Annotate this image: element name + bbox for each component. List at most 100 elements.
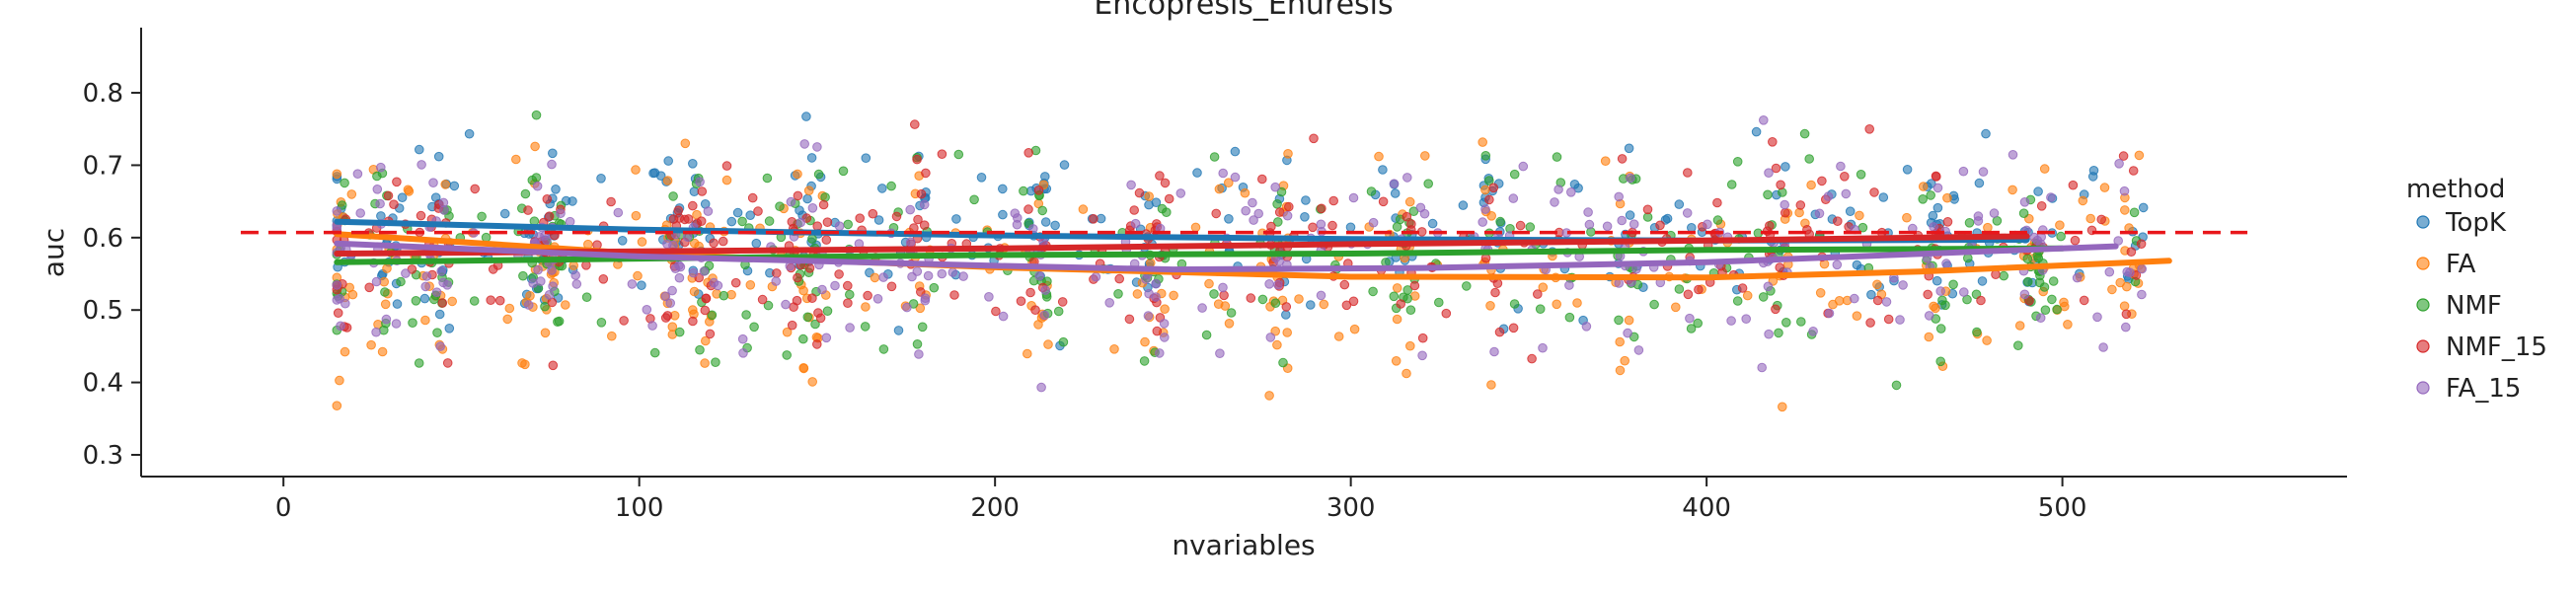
data-point	[1918, 182, 1929, 191]
data-point	[891, 211, 902, 222]
data-point	[1686, 324, 1697, 333]
data-point	[1160, 178, 1171, 188]
data-point	[414, 358, 424, 368]
data-point	[1109, 344, 1119, 354]
data-point	[2085, 213, 2095, 224]
data-point	[1025, 287, 1035, 298]
data-point	[1778, 402, 1787, 412]
data-point	[1535, 304, 1546, 315]
data-point	[1405, 340, 1415, 351]
data-point	[532, 181, 543, 191]
data-point	[1941, 259, 1951, 268]
data-point	[807, 377, 818, 387]
data-point	[1486, 211, 1496, 221]
x-tick-label: 500	[2038, 493, 2087, 523]
y-axis-label: auc	[38, 228, 70, 277]
data-point	[937, 149, 947, 159]
data-point	[699, 266, 710, 276]
data-point	[1685, 313, 1695, 324]
data-point	[1033, 185, 1044, 195]
data-point	[1763, 189, 1773, 200]
data-point	[1016, 296, 1026, 307]
data-point	[1978, 167, 1989, 177]
data-point	[377, 346, 388, 357]
data-point	[1929, 222, 1938, 232]
data-point	[1197, 303, 1207, 313]
data-point	[397, 192, 408, 202]
data-point	[834, 269, 844, 279]
data-point	[366, 339, 376, 350]
data-point	[1224, 214, 1234, 224]
data-point	[757, 294, 768, 305]
data-point	[1726, 180, 1737, 189]
data-point	[596, 318, 607, 328]
data-point	[807, 234, 817, 244]
data-point	[1683, 168, 1693, 178]
data-point	[916, 287, 926, 297]
data-point	[416, 210, 426, 221]
data-point	[502, 314, 513, 325]
data-point	[747, 192, 758, 203]
data-point	[726, 216, 737, 227]
data-point	[1572, 298, 1582, 308]
data-point	[1273, 279, 1283, 290]
data-point	[1850, 293, 1859, 304]
data-point	[2023, 276, 2033, 287]
data-point	[523, 300, 534, 310]
data-point	[1494, 327, 1505, 337]
data-point	[568, 196, 577, 206]
data-point	[1741, 314, 1751, 325]
data-point	[2024, 296, 2034, 306]
data-point	[520, 188, 531, 199]
data-point	[332, 206, 342, 216]
data-point	[902, 302, 912, 313]
data-point	[1389, 291, 1400, 302]
data-point	[670, 263, 681, 274]
data-point	[1204, 278, 1214, 289]
data-point	[749, 322, 759, 333]
data-point	[1462, 281, 1472, 291]
data-point	[806, 153, 817, 163]
data-point	[2068, 180, 2079, 190]
data-point	[1010, 208, 1021, 218]
data-point	[775, 201, 785, 211]
data-point	[1771, 163, 1781, 174]
data-point	[1758, 292, 1769, 302]
data-point	[1763, 281, 1774, 292]
data-point	[1564, 312, 1575, 323]
data-point	[548, 148, 558, 159]
data-point	[861, 302, 871, 312]
data-point	[444, 324, 455, 333]
data-point	[392, 177, 402, 187]
data-point	[793, 190, 803, 201]
data-point	[907, 271, 917, 282]
data-point	[1114, 273, 1124, 284]
data-point	[818, 199, 829, 210]
data-point	[1973, 216, 1984, 226]
data-point	[802, 312, 813, 323]
data-point	[511, 154, 521, 165]
data-point	[381, 314, 392, 325]
data-point	[1039, 310, 1050, 321]
data-point	[1272, 199, 1282, 209]
data-point	[680, 138, 691, 149]
data-point	[1089, 214, 1099, 224]
data-point	[813, 308, 823, 318]
x-tick-label: 200	[970, 493, 1020, 523]
data-point	[1270, 326, 1280, 336]
data-point	[1151, 278, 1161, 289]
data-point	[1230, 172, 1241, 183]
data-point	[447, 296, 458, 307]
data-point	[530, 141, 540, 152]
x-tick-label: 300	[1326, 493, 1376, 523]
data-point	[371, 276, 382, 287]
data-point	[481, 232, 492, 243]
data-point	[1378, 165, 1388, 175]
data-point	[998, 209, 1008, 220]
data-point	[1281, 302, 1292, 312]
data-point	[631, 165, 641, 175]
data-point	[1623, 328, 1632, 338]
data-point	[1674, 284, 1685, 294]
data-point	[1327, 220, 1337, 231]
data-point	[1230, 146, 1241, 157]
